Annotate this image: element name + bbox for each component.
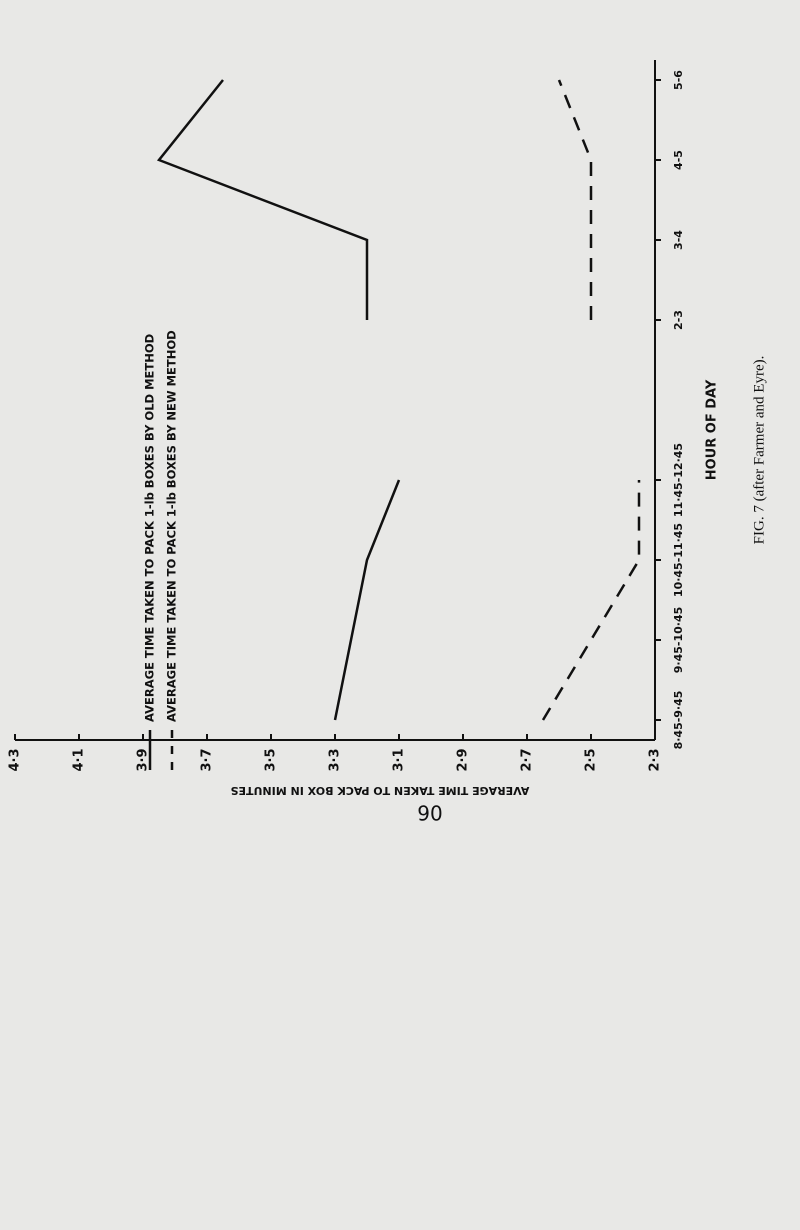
series-line [156, 79, 401, 721]
y-tick-label: 4·1 [72, 748, 87, 771]
x-tick-label: 3-4 [672, 230, 685, 250]
x-tick-label: 9·45-10·45 [672, 607, 685, 674]
y-tick-label: 2·5 [584, 748, 599, 771]
x-tick-label: 8·45-9·45 [672, 691, 685, 750]
y-tick-label: 3·7 [200, 748, 215, 771]
y-axis-title: AVERAGE TIME TAKEN TO PACK BOX IN MINUTE… [231, 784, 530, 797]
y-tick-label: 2·7 [520, 748, 535, 771]
x-tick-label: 4-5 [672, 150, 685, 170]
y-tick-label: 2·3 [648, 748, 663, 771]
y-tick-label: 4·3 [8, 748, 23, 771]
x-tick-label: 10·45-11·45 [672, 523, 685, 597]
y-tick-label: 3·3 [328, 748, 343, 771]
y-tick-label: 3·1 [392, 748, 407, 771]
x-tick-label: 2-3 [672, 310, 685, 330]
legend-label: AVERAGE TIME TAKEN TO PACK 1-lb BOXES BY… [143, 334, 157, 722]
series-line [541, 79, 641, 721]
x-tick-label: 11·45-12·45 [672, 443, 685, 517]
page-number: 90 [417, 802, 442, 826]
legend-label: AVERAGE TIME TAKEN TO PACK 1-lb BOXES BY… [165, 330, 179, 722]
x-axis-title: HOUR OF DAY [705, 379, 720, 480]
y-tick-label: 3·9 [136, 748, 151, 771]
y-tick-label: 2·9 [456, 748, 471, 771]
x-tick-label: 5-6 [672, 70, 685, 90]
caption: FIG. 7 (after Farmer and Eyre). [751, 356, 767, 545]
y-tick-label: 3·5 [264, 748, 279, 771]
